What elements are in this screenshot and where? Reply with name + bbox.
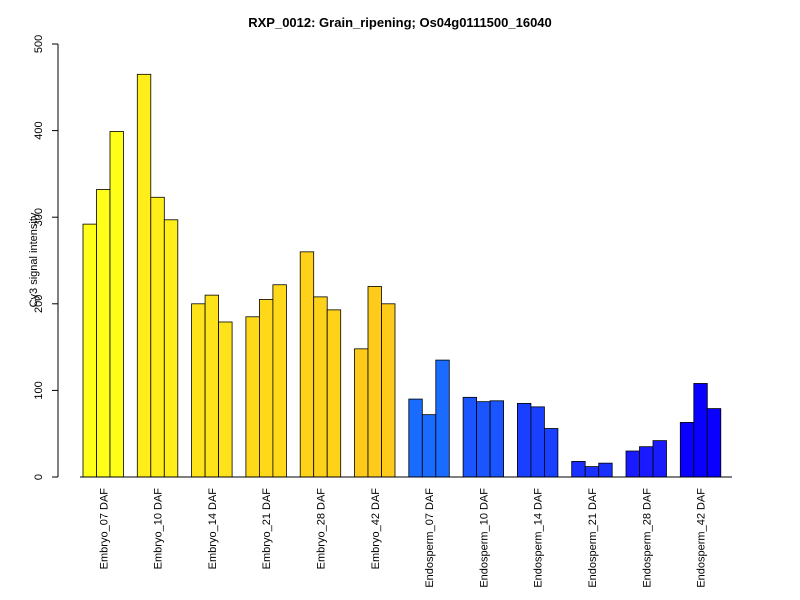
bar — [258, 299, 274, 478]
bar — [109, 131, 124, 478]
y-tick-label: 500 — [33, 35, 45, 53]
bar — [679, 422, 695, 478]
x-tick-label: Endosperm_28 DAF — [641, 488, 653, 588]
x-tick-label: Endosperm_14 DAF — [533, 488, 545, 588]
bar — [313, 296, 328, 478]
x-tick-label: Embryo_42 DAF — [370, 488, 382, 570]
bar — [639, 446, 654, 478]
bars-group — [82, 73, 722, 478]
bar — [96, 189, 111, 478]
x-tick-label: Embryo_21 DAF — [261, 488, 273, 570]
bar — [435, 359, 450, 478]
bar — [693, 383, 708, 478]
x-tick-label: Endosperm_21 DAF — [587, 488, 599, 588]
bar — [530, 406, 545, 478]
bar — [476, 401, 491, 478]
y-tick-label: 300 — [33, 208, 45, 226]
bar — [517, 402, 532, 478]
chart-title: RXP_0012: Grain_ripening; Os04g0111500_1… — [248, 15, 552, 30]
x-tick-label: Endosperm_10 DAF — [478, 488, 490, 588]
y-tick-label: 400 — [33, 121, 45, 139]
bar — [571, 461, 586, 478]
y-axis: 0 100 200 300 400 500 — [33, 35, 59, 480]
x-tick-label: Embryo_14 DAF — [207, 488, 219, 570]
bar — [163, 219, 179, 478]
y-tick-label: 200 — [33, 295, 45, 313]
y-axis-label: Cy3 signal intensity — [28, 212, 40, 307]
x-tick-label: Endosperm_07 DAF — [424, 488, 436, 588]
bar — [299, 251, 315, 478]
bar — [544, 428, 559, 478]
bar — [408, 398, 423, 478]
bar — [204, 294, 220, 478]
bar — [584, 466, 600, 478]
bar — [706, 408, 722, 478]
bar — [136, 73, 152, 478]
y-tick-label: 0 — [33, 474, 45, 480]
bar — [462, 396, 478, 478]
bar — [652, 440, 667, 478]
bar — [421, 414, 437, 478]
bar — [598, 462, 613, 478]
x-tick-label: Endosperm_42 DAF — [696, 488, 708, 588]
bar — [82, 223, 97, 478]
bar — [489, 400, 505, 478]
bar — [191, 303, 206, 478]
y-tick-label: 100 — [33, 381, 45, 399]
bar — [245, 316, 260, 478]
bar — [367, 286, 382, 478]
bar — [625, 450, 640, 478]
bar — [218, 321, 233, 478]
bar — [326, 309, 342, 478]
x-tick-labels: Embryo_07 DAF Embryo_10 DAF Embryo_14 DAF E… — [98, 488, 707, 588]
bar — [150, 196, 165, 478]
x-tick-label: Embryo_28 DAF — [315, 488, 327, 570]
bar — [381, 303, 396, 478]
bar — [272, 284, 287, 478]
x-tick-label: Embryo_10 DAF — [153, 488, 165, 570]
bar — [354, 348, 369, 478]
x-tick-label: Embryo_07 DAF — [98, 488, 110, 570]
